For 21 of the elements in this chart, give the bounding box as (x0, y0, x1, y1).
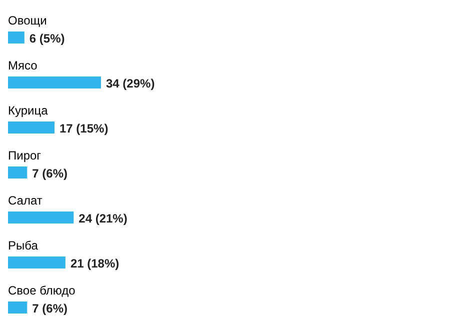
data-label: 7 (6%) (32, 302, 68, 316)
bar (8, 256, 66, 268)
y-tick-label: Мясо (8, 58, 38, 72)
y-tick-label: Салат (8, 194, 43, 208)
y-tick-label: Свое блюдо (8, 284, 76, 298)
y-tick-label: Рыба (8, 238, 38, 252)
bar (8, 122, 54, 134)
y-tick-label: Пирог (8, 148, 42, 162)
data-label: 17 (15%) (60, 122, 108, 136)
data-label: 7 (6%) (32, 166, 68, 180)
data-label: 6 (5%) (29, 32, 65, 46)
bar (8, 32, 24, 44)
data-label: 21 (18%) (70, 256, 120, 270)
y-tick-label: Овощи (8, 14, 47, 28)
bar (8, 212, 74, 224)
bar (8, 76, 101, 88)
data-label: 34 (29%) (106, 76, 155, 90)
bar (8, 302, 28, 314)
y-tick-label: Курица (8, 104, 48, 118)
data-label: 24 (21%) (78, 212, 128, 226)
bar (8, 166, 28, 178)
